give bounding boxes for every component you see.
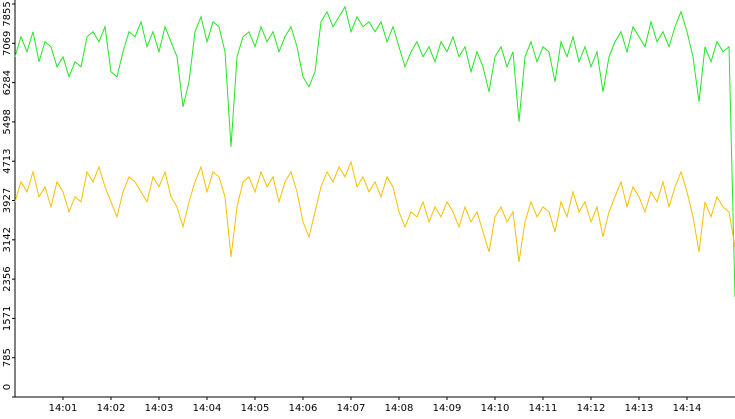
y-tick-label: 7069 — [2, 31, 13, 56]
x-tick-label: 14:13 — [625, 403, 654, 414]
x-tick-label: 14:05 — [241, 403, 270, 414]
x-tick-label: 14:03 — [145, 403, 174, 414]
y-tick-label: 1571 — [2, 306, 13, 331]
x-tick-label: 14:07 — [337, 403, 366, 414]
x-tick-label: 14:08 — [385, 403, 414, 414]
y-tick-label: 2356 — [2, 266, 13, 291]
y-tick-label: 6284 — [2, 70, 13, 95]
x-tick-label: 14:12 — [577, 403, 606, 414]
series-line — [14, 5, 735, 297]
x-tick-label: 14:02 — [97, 403, 126, 414]
x-tick-label: 14:10 — [481, 403, 510, 414]
x-tick-label: 14:01 — [49, 403, 78, 414]
series-line — [14, 160, 735, 262]
x-tick-label: 14:06 — [289, 403, 318, 414]
y-tick-label: 5498 — [2, 109, 13, 134]
x-tick-label: 14:09 — [433, 403, 462, 414]
y-tick-label: 3927 — [2, 188, 13, 213]
y-tick-label: 7855 — [2, 1, 13, 26]
x-tick-label: 14:04 — [193, 403, 222, 414]
y-tick-label: 4713 — [2, 148, 13, 173]
y-tick-label: 3142 — [2, 227, 13, 252]
y-tick-label: 0 — [2, 384, 13, 390]
x-tick-label: 14:11 — [529, 403, 558, 414]
y-tick-label: 785 — [2, 348, 13, 367]
x-tick-label: 14:14 — [673, 403, 702, 414]
